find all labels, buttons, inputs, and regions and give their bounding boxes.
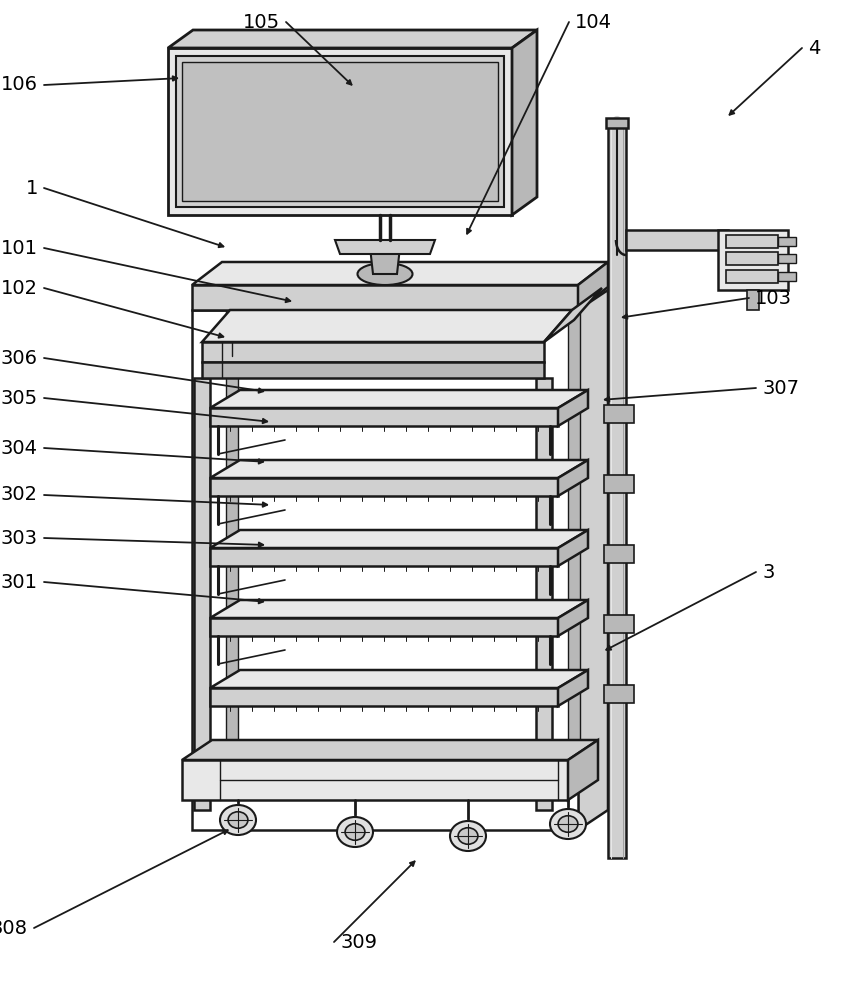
- Polygon shape: [168, 30, 537, 48]
- Polygon shape: [626, 230, 728, 250]
- Polygon shape: [335, 240, 435, 254]
- Ellipse shape: [337, 817, 373, 847]
- Polygon shape: [210, 618, 558, 636]
- Polygon shape: [176, 56, 504, 207]
- Text: 301: 301: [1, 572, 38, 591]
- Text: 302: 302: [1, 486, 38, 504]
- Polygon shape: [778, 254, 796, 263]
- Polygon shape: [578, 290, 608, 830]
- Ellipse shape: [228, 812, 248, 828]
- Text: 307: 307: [762, 378, 799, 397]
- Polygon shape: [512, 30, 537, 215]
- Ellipse shape: [450, 821, 486, 851]
- Polygon shape: [182, 760, 568, 800]
- Polygon shape: [168, 48, 512, 215]
- Polygon shape: [192, 262, 608, 285]
- Polygon shape: [558, 670, 588, 706]
- Text: 101: 101: [1, 238, 38, 257]
- Polygon shape: [202, 342, 544, 362]
- Polygon shape: [182, 62, 498, 201]
- Ellipse shape: [550, 809, 586, 839]
- Polygon shape: [726, 235, 778, 248]
- Polygon shape: [210, 548, 558, 566]
- Polygon shape: [726, 252, 778, 265]
- Text: 3: 3: [762, 562, 774, 582]
- Text: 103: 103: [755, 288, 792, 308]
- Ellipse shape: [357, 263, 413, 285]
- Polygon shape: [558, 460, 588, 496]
- Text: 309: 309: [340, 932, 377, 952]
- Text: 1: 1: [26, 178, 38, 198]
- Polygon shape: [210, 688, 558, 706]
- Polygon shape: [202, 362, 544, 378]
- Polygon shape: [604, 405, 634, 423]
- Polygon shape: [604, 615, 634, 633]
- Polygon shape: [778, 237, 796, 246]
- Text: 104: 104: [575, 12, 612, 31]
- Text: 305: 305: [1, 388, 38, 408]
- Polygon shape: [726, 270, 778, 283]
- Ellipse shape: [220, 805, 256, 835]
- Polygon shape: [568, 740, 598, 800]
- Text: 304: 304: [1, 438, 38, 458]
- Polygon shape: [568, 310, 580, 790]
- Polygon shape: [604, 545, 634, 563]
- Polygon shape: [210, 460, 588, 478]
- Polygon shape: [558, 390, 588, 426]
- Text: 306: 306: [1, 349, 38, 367]
- Polygon shape: [578, 262, 608, 310]
- Polygon shape: [604, 475, 634, 493]
- Polygon shape: [604, 685, 634, 703]
- Text: 106: 106: [1, 76, 38, 95]
- Text: 105: 105: [243, 12, 280, 31]
- Text: 303: 303: [1, 528, 38, 548]
- Polygon shape: [370, 247, 400, 274]
- Polygon shape: [608, 120, 626, 858]
- Ellipse shape: [346, 824, 365, 840]
- Polygon shape: [544, 288, 602, 342]
- Polygon shape: [210, 670, 588, 688]
- Polygon shape: [194, 378, 210, 810]
- Polygon shape: [182, 740, 598, 760]
- Polygon shape: [536, 378, 552, 810]
- Polygon shape: [606, 118, 628, 128]
- Polygon shape: [718, 230, 788, 290]
- Ellipse shape: [558, 816, 578, 832]
- Polygon shape: [210, 408, 558, 426]
- Ellipse shape: [458, 828, 478, 844]
- Polygon shape: [210, 390, 588, 408]
- Polygon shape: [202, 310, 572, 342]
- Polygon shape: [558, 530, 588, 566]
- Polygon shape: [210, 478, 558, 496]
- Polygon shape: [192, 310, 578, 830]
- Text: 4: 4: [808, 38, 820, 57]
- Polygon shape: [210, 600, 588, 618]
- Text: 102: 102: [1, 278, 38, 298]
- Polygon shape: [210, 530, 588, 548]
- Polygon shape: [192, 285, 578, 310]
- Text: 308: 308: [0, 918, 28, 938]
- Polygon shape: [778, 272, 796, 281]
- Polygon shape: [558, 600, 588, 636]
- Polygon shape: [226, 310, 238, 790]
- Polygon shape: [747, 290, 759, 310]
